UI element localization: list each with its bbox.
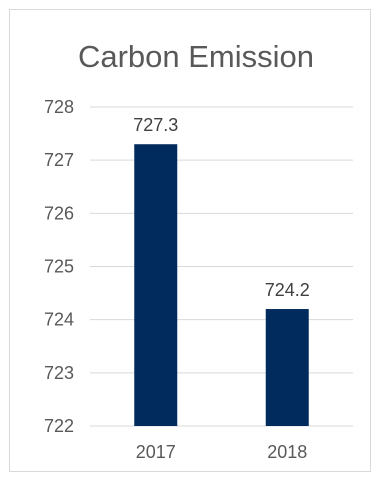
y-axis-ticks: 722 723 724 725 726 727 728 bbox=[44, 97, 74, 436]
x-axis-ticks: 2017 2018 bbox=[136, 442, 308, 462]
data-label: 724.2 bbox=[265, 280, 310, 300]
bar-2018 bbox=[265, 309, 309, 426]
y-tick-label: 727 bbox=[44, 150, 74, 170]
y-tick-label: 728 bbox=[44, 97, 74, 117]
y-tick-label: 726 bbox=[44, 203, 74, 223]
x-tick-label: 2018 bbox=[267, 442, 307, 462]
chart-frame bbox=[9, 9, 371, 472]
data-label: 727.3 bbox=[133, 115, 178, 135]
gridlines bbox=[90, 106, 353, 427]
y-tick-label: 725 bbox=[44, 257, 74, 277]
data-labels: 727.3 724.2 bbox=[133, 115, 310, 300]
chart-title: Carbon Emission bbox=[78, 39, 314, 74]
bars bbox=[134, 144, 309, 426]
y-tick-label: 723 bbox=[44, 363, 74, 383]
bar-2017 bbox=[134, 144, 178, 426]
y-tick-label: 722 bbox=[44, 416, 74, 436]
y-tick-label: 724 bbox=[44, 310, 74, 330]
x-tick-label: 2017 bbox=[136, 442, 176, 462]
